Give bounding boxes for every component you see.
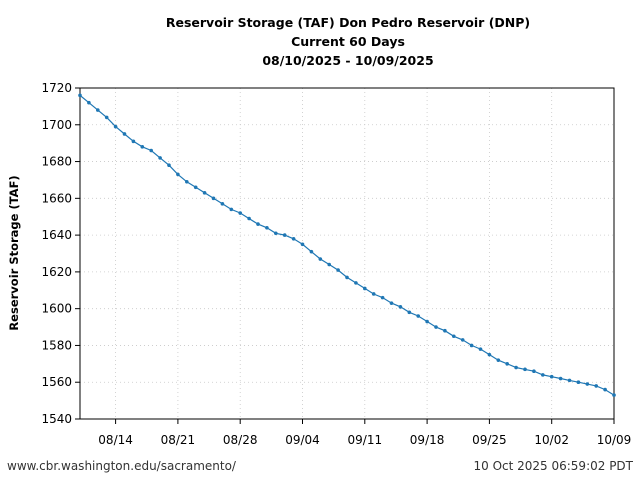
data-point xyxy=(558,376,563,381)
x-tick-label: 09/25 xyxy=(472,433,507,447)
data-point xyxy=(345,275,349,280)
data-point xyxy=(363,286,367,291)
plot-frame xyxy=(79,87,615,420)
data-point xyxy=(389,301,394,305)
y-tick-label: 1700 xyxy=(41,118,72,132)
data-point xyxy=(274,231,278,236)
data-point xyxy=(594,384,598,388)
chart-title: Reservoir Storage (TAF) Don Pedro Reserv… xyxy=(166,15,530,30)
data-point xyxy=(131,139,136,144)
data-point xyxy=(327,262,332,267)
data-point xyxy=(193,185,198,190)
data-point xyxy=(185,179,189,184)
data-point xyxy=(247,216,251,221)
x-tick-label: 08/14 xyxy=(98,433,133,447)
data-point xyxy=(505,362,510,366)
data-point xyxy=(220,202,225,206)
data-point xyxy=(309,249,314,254)
x-tick-label: 10/02 xyxy=(534,433,569,447)
data-point xyxy=(523,367,527,372)
footer-timestamp: 10 Oct 2025 06:59:02 PDT xyxy=(473,459,633,473)
data-point xyxy=(460,338,465,342)
data-point xyxy=(104,115,109,120)
data-point xyxy=(96,108,100,112)
x-axis: 08/14 08/21 08/28 09/04 09/11 09/18 09/25 10/02… xyxy=(98,419,631,447)
grid xyxy=(80,87,615,420)
y-tick-label: 1560 xyxy=(41,375,72,389)
chart-subtitle: Current 60 Days xyxy=(291,34,405,49)
data-point xyxy=(585,382,590,386)
data-point xyxy=(291,236,296,241)
data-point xyxy=(478,347,483,351)
data-point xyxy=(87,100,91,105)
data-point xyxy=(514,365,518,370)
x-tick-label: 09/18 xyxy=(410,433,445,447)
data-point xyxy=(398,305,403,309)
data-point xyxy=(354,281,358,285)
data-point xyxy=(265,225,269,230)
data-point xyxy=(282,233,287,237)
data-point xyxy=(576,380,581,385)
y-tick-label: 1620 xyxy=(41,265,72,279)
data-point xyxy=(229,207,234,212)
y-tick-label: 1640 xyxy=(41,228,72,242)
x-tick-label: 09/04 xyxy=(285,433,320,447)
data-point xyxy=(443,328,447,333)
data-point xyxy=(149,148,153,153)
data-point xyxy=(238,211,242,215)
data-point xyxy=(176,172,180,177)
data-point xyxy=(318,257,323,261)
data-point xyxy=(612,393,616,397)
data-point xyxy=(202,191,207,195)
y-tick-label: 1680 xyxy=(41,155,72,169)
data-point xyxy=(434,325,438,329)
data-point xyxy=(113,124,118,129)
data-point xyxy=(380,295,385,300)
series-line xyxy=(79,94,615,396)
data-point xyxy=(416,314,421,318)
data-point xyxy=(425,319,429,324)
data-point xyxy=(487,352,492,357)
y-tick-label: 1600 xyxy=(41,302,72,316)
data-point xyxy=(549,374,554,379)
series-storage xyxy=(78,93,616,397)
chart-date-range: 08/10/2025 - 10/09/2025 xyxy=(262,53,433,68)
data-point xyxy=(567,378,572,383)
data-point xyxy=(300,242,305,247)
data-point xyxy=(122,132,127,136)
y-axis-label: Reservoir Storage (TAF) xyxy=(7,175,21,330)
data-point xyxy=(541,373,545,377)
x-tick-label: 08/28 xyxy=(223,433,258,447)
data-point xyxy=(407,310,412,315)
x-tick-label: 10/09 xyxy=(597,433,632,447)
y-tick-label: 1540 xyxy=(41,412,72,426)
data-point xyxy=(371,292,376,296)
y-tick-label: 1660 xyxy=(41,191,72,205)
data-point xyxy=(167,163,171,168)
footer-url[interactable]: www.cbr.washington.edu/sacramento/ xyxy=(7,459,237,473)
data-point xyxy=(452,334,456,339)
y-tick-label: 1720 xyxy=(41,81,72,95)
data-point xyxy=(336,268,340,272)
data-point xyxy=(140,145,145,149)
data-point xyxy=(158,156,162,160)
data-point xyxy=(603,387,607,392)
x-tick-label: 08/21 xyxy=(161,433,196,447)
data-point xyxy=(78,93,82,98)
y-axis: 1540 1560 1580 1600 1620 1640 1660 1680 1700 1720 xyxy=(41,81,80,426)
data-point xyxy=(469,343,474,348)
y-tick-label: 1580 xyxy=(41,338,72,352)
data-point xyxy=(496,358,501,362)
data-point xyxy=(211,196,216,201)
data-point xyxy=(532,369,536,373)
x-tick-label: 09/11 xyxy=(348,433,383,447)
data-point xyxy=(256,222,260,226)
